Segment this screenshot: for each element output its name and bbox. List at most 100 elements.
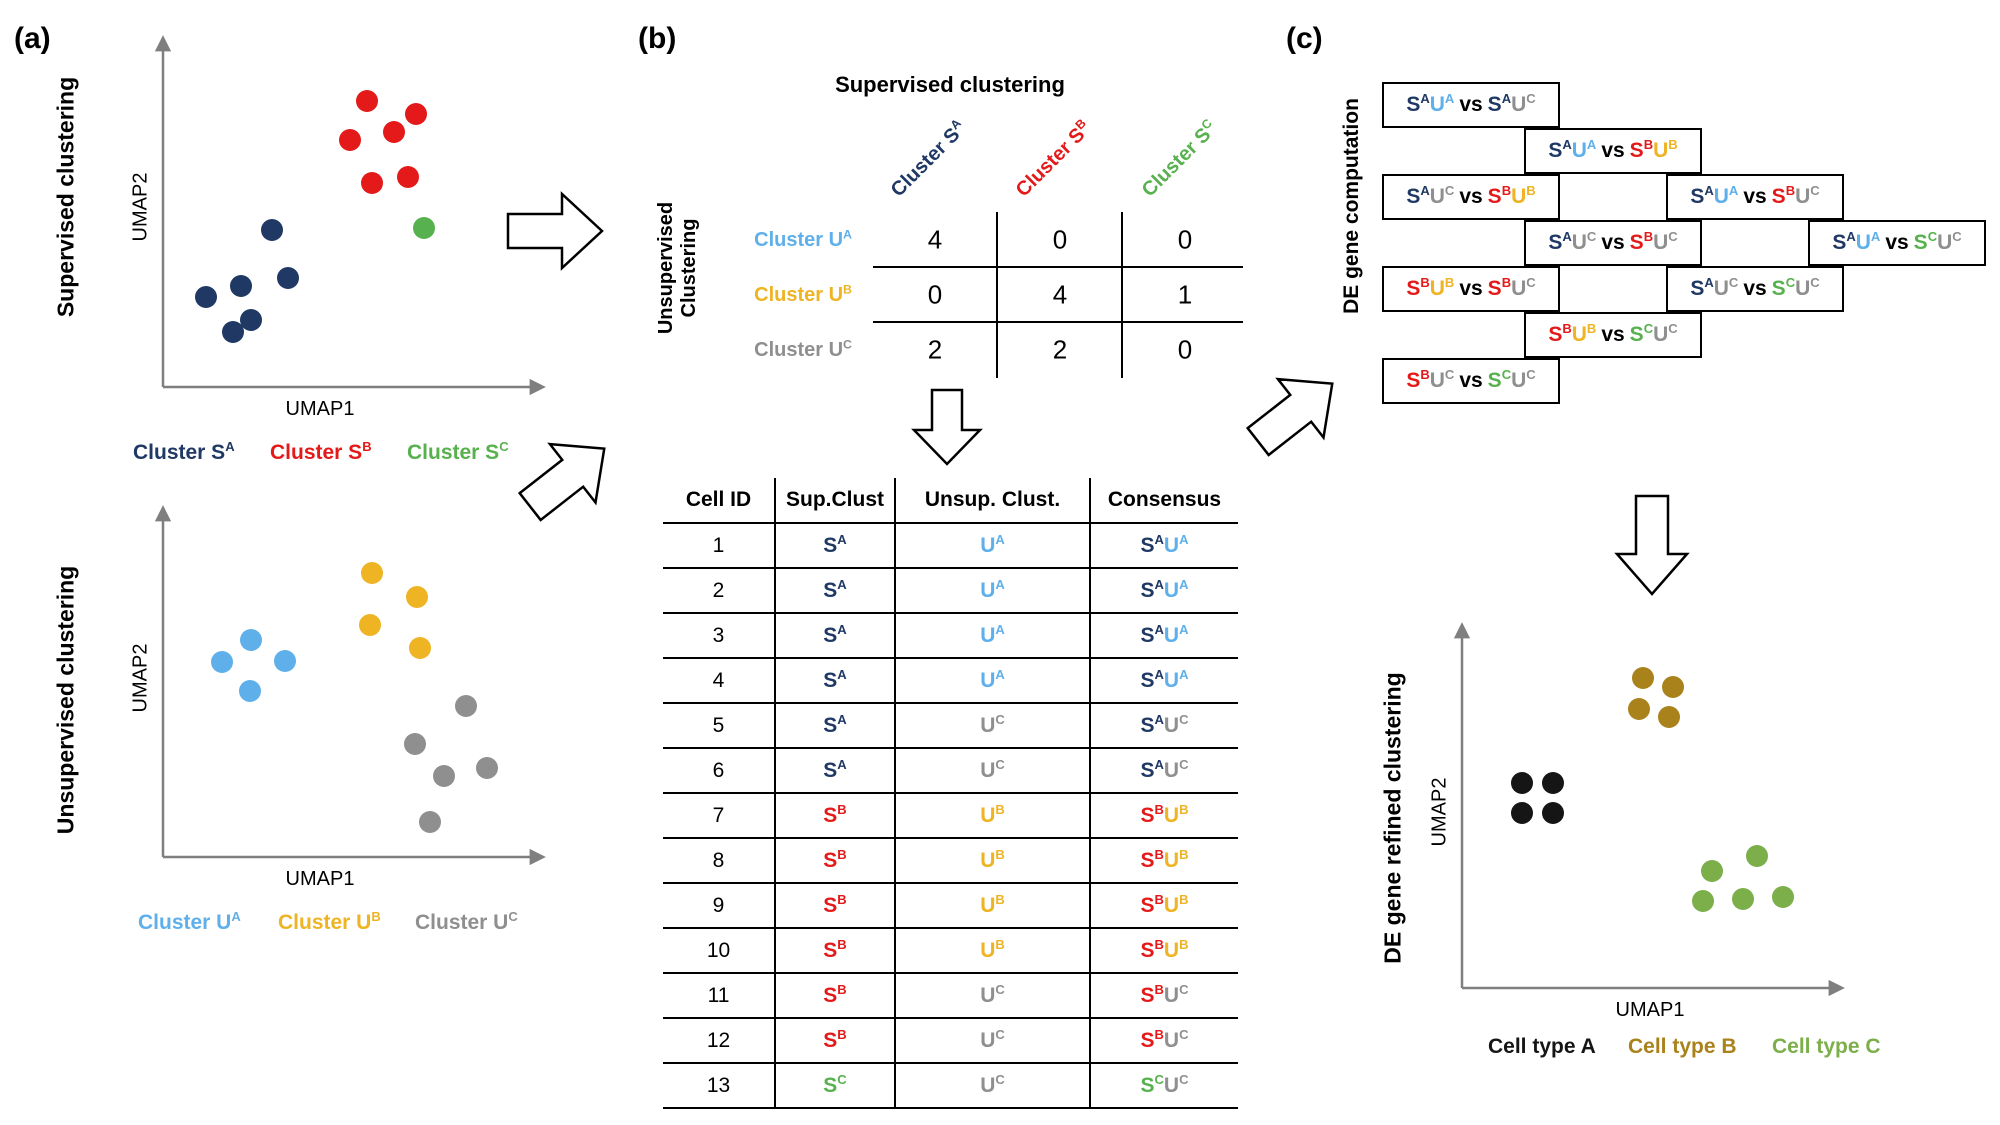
cluster-token: UC	[1795, 183, 1820, 208]
cluster-token: SA	[1487, 91, 1512, 116]
cluster-token: SC	[1140, 1071, 1164, 1097]
data-point	[409, 637, 431, 659]
cell-sup-cluster: SB	[775, 838, 896, 884]
cluster-token: SA	[1406, 183, 1430, 208]
matrix-row-header-ub: Cluster UB	[754, 282, 852, 306]
table-row: 2 SA UA SAUA	[663, 568, 1238, 614]
data-point	[1701, 860, 1723, 882]
cell-consensus-table: Cell ID Sup.Clust Unsup. Clust. Consensu…	[663, 478, 1238, 1109]
cell-sup-cluster: SB	[775, 928, 896, 974]
cluster-token: SB	[823, 936, 847, 962]
cluster-token: SB	[1140, 1026, 1164, 1052]
data-point	[476, 757, 498, 779]
unsupervised-plot-axes	[154, 505, 546, 866]
cell-consensus: SBUB	[1090, 928, 1238, 974]
cluster-token: SA	[1548, 137, 1572, 162]
cluster-token: SA	[1690, 183, 1714, 208]
cluster-token: UC	[1163, 711, 1189, 737]
cluster-token: SB	[1771, 183, 1796, 208]
matrix-grid	[873, 212, 1243, 378]
data-point	[1511, 802, 1533, 824]
data-point	[274, 650, 296, 672]
cell-id: 9	[663, 883, 776, 929]
cell-sup-cluster: SA	[775, 658, 896, 704]
cluster-token: SB	[1487, 275, 1512, 300]
cluster-token: SB	[823, 846, 847, 872]
cluster-token: SA	[1548, 229, 1572, 254]
cluster-token: UB	[980, 891, 1005, 917]
cluster-token: SB	[1140, 936, 1164, 962]
cell-consensus: SAUA	[1090, 568, 1238, 614]
legend-cluster-ub: Cluster UB	[278, 909, 381, 934]
cluster-token: SB	[1140, 801, 1164, 827]
cell-unsup-cluster: UA	[895, 613, 1091, 659]
data-point	[405, 103, 427, 125]
vs-label: vs	[1743, 277, 1767, 300]
cluster-token: UC	[1653, 229, 1678, 254]
matrix-row-header-ua: Cluster UA	[754, 227, 852, 251]
vs-label: vs	[1459, 93, 1483, 116]
cluster-token: UA	[1571, 137, 1597, 162]
matrix-cell: 0	[927, 279, 943, 310]
cluster-token: UC	[1163, 1026, 1189, 1052]
cell-consensus: SAUC	[1090, 703, 1238, 749]
data-point	[239, 680, 261, 702]
data-point	[195, 286, 217, 308]
cluster-token: SA	[823, 576, 847, 602]
cell-sup-cluster: SB	[775, 973, 896, 1019]
cluster-token: SB	[1406, 367, 1430, 392]
table-row: 7 SB UB SBUB	[663, 793, 1238, 839]
table-header-row: Cell ID Sup.Clust Unsup. Clust. Consensu…	[663, 478, 1238, 524]
cluster-token: UC	[1571, 229, 1597, 254]
cluster-token: SA	[823, 531, 847, 557]
cell-id: 8	[663, 838, 776, 884]
cluster-token: SB	[823, 801, 847, 827]
cluster-token: SB	[823, 981, 847, 1007]
data-point	[433, 765, 455, 787]
data-point	[240, 629, 262, 651]
cell-id: 13	[663, 1063, 776, 1109]
cluster-token: UA	[980, 576, 1005, 602]
cluster-token: SA	[1406, 91, 1430, 116]
cluster-token: UB	[1653, 137, 1678, 162]
cluster-token: SA	[823, 621, 847, 647]
cluster-token: SA	[1140, 756, 1164, 782]
col-header-consensus: Consensus	[1090, 478, 1238, 524]
data-point	[356, 90, 378, 112]
legend-cell-type-a: Cell type A	[1488, 1035, 1596, 1058]
cell-sup-cluster: SA	[775, 523, 896, 569]
cluster-token: SB	[1548, 321, 1572, 346]
cell-sup-cluster: SB	[775, 1018, 896, 1064]
data-point	[240, 309, 262, 331]
cluster-token: UB	[980, 801, 1005, 827]
cluster-token: SC	[1771, 275, 1796, 300]
legend-cluster-sc: Cluster SC	[407, 439, 509, 464]
de-comparison-box: SA UC vs SC UC	[1666, 266, 1844, 312]
data-point	[1746, 845, 1768, 867]
vs-label: vs	[1601, 323, 1625, 346]
unsupervised-side-label: Unsupervised clustering	[52, 565, 79, 835]
matrix-side-label-line2: Clustering	[678, 218, 700, 318]
table-row: 9 SB UB SBUB	[663, 883, 1238, 929]
de-comparison-box: SA UA vs SB UB	[1524, 128, 1702, 174]
supervised-ylabel: UMAP2	[129, 172, 152, 242]
data-point	[1632, 667, 1654, 689]
refined-plot-axes	[1453, 622, 1845, 997]
col-header-sup: Sup.Clust	[775, 478, 896, 524]
cluster-token: UC	[1511, 91, 1536, 116]
cell-unsup-cluster: UB	[895, 883, 1091, 929]
vs-label: vs	[1885, 231, 1909, 254]
cluster-token: UC	[1511, 275, 1536, 300]
de-comparison-box: SA UC vs SB UC	[1524, 220, 1702, 266]
cell-unsup-cluster: UA	[895, 568, 1091, 614]
cell-id: 4	[663, 658, 776, 704]
cluster-token: UA	[980, 531, 1005, 557]
cell-sup-cluster: SA	[775, 703, 896, 749]
matrix-cell: 0	[1052, 224, 1068, 255]
cell-consensus: SBUB	[1090, 793, 1238, 839]
cluster-token: SA	[1140, 576, 1164, 602]
data-point	[277, 267, 299, 289]
cell-consensus: SAUA	[1090, 523, 1238, 569]
cluster-token: UB	[980, 936, 1005, 962]
cell-unsup-cluster: UB	[895, 838, 1091, 884]
